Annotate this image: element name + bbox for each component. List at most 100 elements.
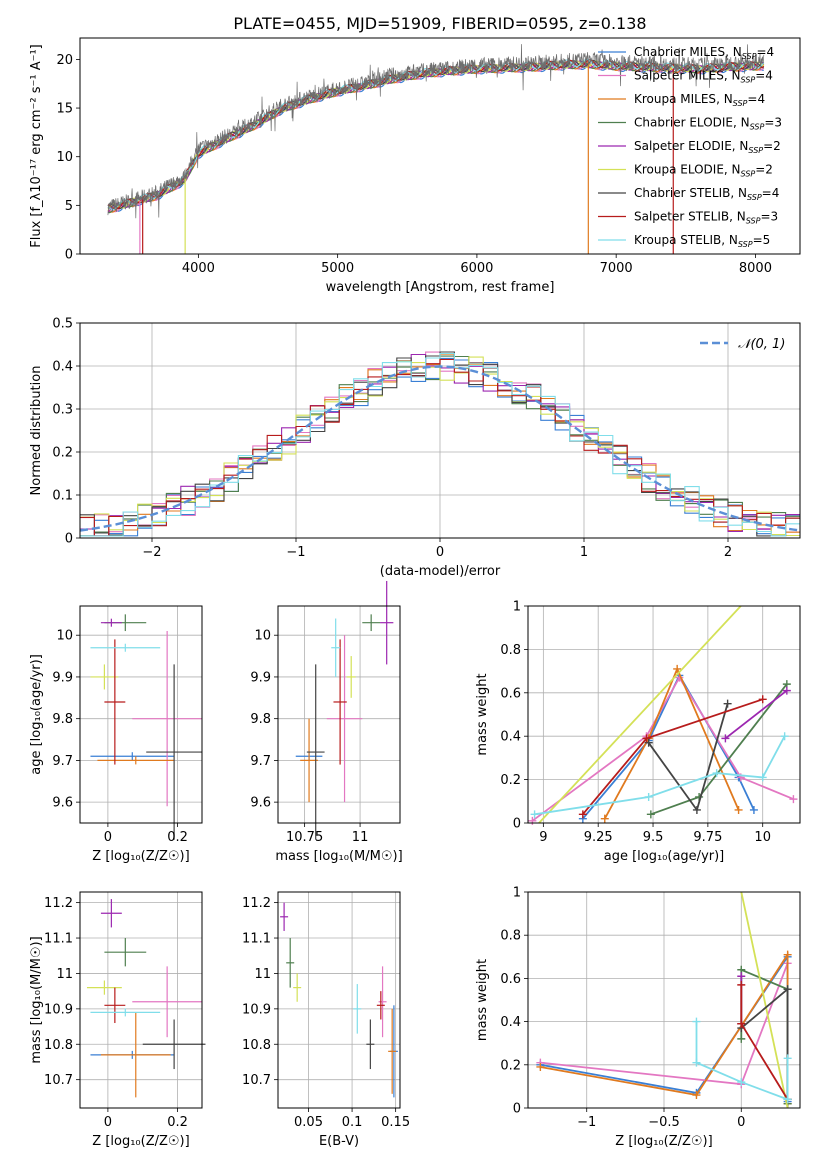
legend-item: Chabrier MILES, NSSP=4 bbox=[598, 45, 774, 61]
data-point-kroupa-miles bbox=[388, 1008, 397, 1094]
legend-equals: = bbox=[753, 233, 763, 247]
model-fit-line bbox=[107, 58, 765, 211]
data-point-kroupa-elodie bbox=[90, 664, 119, 690]
legend-item: Salpeter STELIB, NSSP=3 bbox=[598, 210, 778, 226]
y-tick-label: 0.2 bbox=[500, 773, 521, 788]
legend-label: Salpeter MILES, NSSP=4 bbox=[634, 69, 773, 85]
x-axis-label: E(B-V) bbox=[319, 1134, 359, 1149]
weight-marker bbox=[673, 664, 682, 673]
data-point-salpeter-miles bbox=[326, 635, 363, 803]
data-point-kroupa-miles bbox=[100, 1012, 171, 1098]
model-fit-line bbox=[107, 59, 765, 210]
legend-model-name: Chabrier STELIB bbox=[634, 186, 730, 200]
weight-marker bbox=[692, 805, 701, 814]
weight-marker bbox=[737, 1078, 746, 1087]
legend-nssp-subscript: SSP bbox=[750, 123, 765, 132]
axes-frame bbox=[277, 891, 401, 1109]
legend-label: Chabrier ELODIE, NSSP=3 bbox=[634, 116, 782, 132]
data-point-salpeter-elodie bbox=[100, 899, 122, 928]
axes-frame bbox=[277, 605, 401, 824]
x-axis-label: Z [log₁₀(Z/Z☉)] bbox=[615, 1134, 712, 1149]
weight-marker bbox=[737, 972, 746, 981]
x-tick-label: 9.25 bbox=[584, 830, 613, 845]
data-point-chabrier-elodie bbox=[104, 938, 147, 967]
weight-marker bbox=[692, 1091, 701, 1100]
legend-equals: = bbox=[760, 210, 770, 224]
figure-title: PLATE=0455, MJD=51909, FIBERID=0595, z=0… bbox=[233, 14, 646, 33]
plot-area-age_vs_mass bbox=[295, 580, 394, 840]
data-point-salpeter-miles bbox=[132, 966, 202, 1038]
legend-model-name: Chabrier MILES bbox=[634, 45, 725, 59]
data-point-salpeter-elodie bbox=[100, 618, 122, 627]
axes-frame bbox=[79, 891, 203, 1109]
legend-nssp-subscript: SSP bbox=[738, 240, 753, 249]
y-tick-label: 11.2 bbox=[44, 896, 73, 911]
legend-nssp-prefix: , N bbox=[729, 210, 746, 224]
legend-nssp-prefix: , N bbox=[733, 116, 750, 130]
data-point-chabrier-elodie bbox=[362, 614, 381, 632]
data-point-kroupa-elodie bbox=[346, 656, 356, 698]
y-tick-label: 10 bbox=[56, 150, 73, 165]
weight-marker bbox=[712, 769, 721, 778]
y-tick-label: 0.5 bbox=[52, 317, 73, 332]
x-tick-label: 2 bbox=[724, 545, 732, 560]
chart-age_vs_mass: 10.75 11 9.6 9.7 9.8 9.9 10 mass [log₁₀(M/M☉)] bbox=[250, 580, 403, 864]
legend-nssp-prefix: , N bbox=[724, 163, 741, 177]
data-point-chabrier-stelib bbox=[366, 1019, 375, 1070]
data-point-salpeter-stelib bbox=[376, 991, 385, 1020]
y-tick-label: 9.9 bbox=[52, 670, 73, 685]
chart-residuals: −2 −1 0 1 2 0 0.1 0.2 0.3 0.4 0.5 (data-model)/erro… bbox=[29, 317, 801, 579]
plot-area-mass_vs_Z bbox=[86, 899, 206, 1098]
data-point-salpeter-stelib bbox=[333, 639, 347, 765]
y-axis-label: Normed distribution bbox=[29, 366, 44, 496]
weight-marker bbox=[758, 773, 767, 782]
y-tick-label: 10.7 bbox=[242, 1073, 271, 1088]
legend-nssp-subscript: SSP bbox=[746, 217, 761, 226]
axes-frame bbox=[527, 605, 801, 824]
chart-age_vs_Z: 0 0.2 9.6 9.7 9.8 9.9 10 Z [log₁₀(Z/Z☉)] age [lo… bbox=[29, 605, 203, 864]
normal-curve bbox=[79, 365, 801, 532]
legend-equals: = bbox=[764, 116, 774, 130]
x-tick-label: 0 bbox=[104, 830, 112, 845]
x-tick-label: 9.75 bbox=[693, 830, 722, 845]
legend-item: Chabrier ELODIE, NSSP=3 bbox=[598, 116, 782, 132]
weight-marker bbox=[780, 732, 789, 741]
x-tick-label: 5000 bbox=[321, 261, 354, 276]
y-axis-label: mass weight bbox=[475, 959, 490, 1041]
legend-model-name: Salpeter ELODIE bbox=[634, 139, 732, 153]
x-axis-label: (data-model)/error bbox=[380, 564, 501, 579]
data-point-chabrier-stelib bbox=[142, 1019, 206, 1070]
y-tick-label: 0.2 bbox=[52, 446, 73, 461]
weight-marker bbox=[600, 814, 609, 823]
weight-marker bbox=[644, 792, 653, 801]
legend-label: Chabrier MILES, NSSP=4 bbox=[634, 45, 774, 61]
plot-area-age_vs_Z bbox=[90, 614, 202, 840]
x-tick-label: 10.75 bbox=[286, 830, 323, 845]
legend-item: Chabrier STELIB, NSSP=4 bbox=[598, 186, 779, 202]
y-tick-label: 5 bbox=[65, 199, 73, 214]
y-tick-label: 10.7 bbox=[44, 1073, 73, 1088]
data-point-kroupa-stelib bbox=[353, 984, 362, 1034]
y-tick-label: 0.2 bbox=[500, 1058, 521, 1073]
x-axis-label: Z [log₁₀(Z/Z☉)] bbox=[92, 849, 189, 864]
legend-nssp-prefix: , N bbox=[732, 139, 749, 153]
axes-frame bbox=[79, 37, 801, 255]
data-point-kroupa-stelib bbox=[331, 618, 341, 677]
y-tick-label: 9.7 bbox=[52, 754, 73, 769]
weight-marker bbox=[749, 805, 758, 814]
legend-equals: = bbox=[763, 139, 773, 153]
x-tick-label: 11 bbox=[352, 830, 369, 845]
legend-label: Chabrier STELIB, NSSP=4 bbox=[634, 186, 779, 202]
y-tick-label: 11 bbox=[254, 967, 271, 982]
x-tick-label: 0.05 bbox=[294, 1115, 323, 1130]
y-tick-label: 0.3 bbox=[52, 403, 73, 418]
legend-nssp-subscript: SSP bbox=[741, 170, 756, 179]
legend-nssp-value: 4 bbox=[765, 69, 773, 83]
y-tick-label: 0.6 bbox=[500, 972, 521, 987]
legend-model-name: Chabrier ELODIE bbox=[634, 116, 733, 130]
legend-nssp-subscript: SSP bbox=[742, 52, 757, 61]
legend-nssp-subscript: SSP bbox=[741, 76, 756, 85]
x-tick-label: 9 bbox=[539, 830, 547, 845]
x-axis-label: Z [log₁₀(Z/Z☉)] bbox=[92, 1134, 189, 1149]
